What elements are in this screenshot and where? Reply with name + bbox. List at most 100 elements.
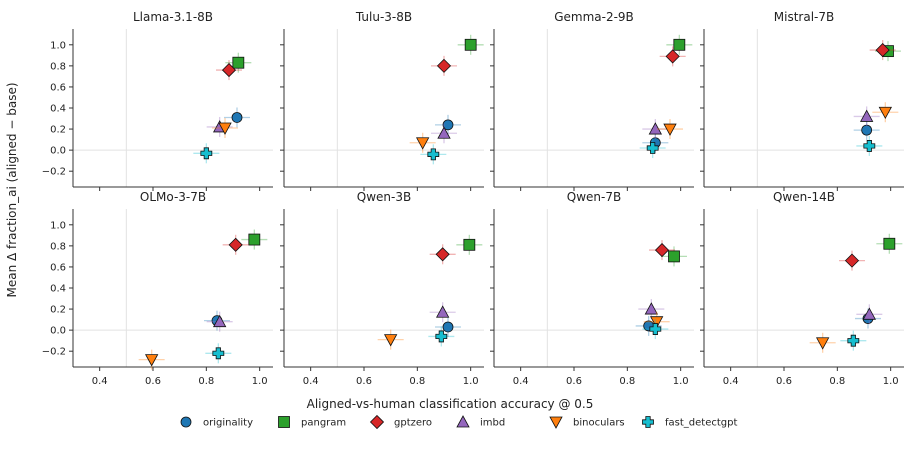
legend-item-gptzero: gptzero [369,414,432,430]
panel-title: Mistral-7B [774,10,834,24]
point-gptzero [436,58,452,73]
point-pangram [883,237,896,250]
y-tick-label: 0.0 [50,146,66,157]
x-tick-label: 0.4 [92,376,108,387]
x-axis-label: Aligned-vs-human classification accuracy… [307,397,594,411]
panel: Qwen-14B 0.4 0.6 0.8 1.0 [700,190,904,387]
y-tick-label: 1.0 [50,40,66,51]
y-tick-label: 0.2 [50,305,66,316]
panel: Qwen-7B 0.4 0.6 0.8 1.0 [490,190,694,387]
point-binoculars [415,137,430,150]
x-tick-label: 0.4 [303,376,319,387]
y-tick-label: 0.8 [50,241,66,252]
point-fast_detectgpt [200,147,213,160]
point-imbd [644,302,659,315]
x-tick-label: 0.8 [198,376,214,387]
legend-item-binoculars: binoculars [549,416,625,429]
point-fast_detectgpt [649,323,662,335]
x-tick-label: 0.6 [356,376,372,387]
y-tick-label: 0.6 [50,262,66,273]
point-gptzero [221,63,237,78]
legend-marker-imbd [456,415,470,428]
y-tick-label: −0.2 [42,347,66,358]
legend-item-fast_detectgpt: fast_detectgpt [642,416,737,429]
legend-item-imbd: imbd [456,415,505,429]
legend-item-originality: originality [180,416,253,429]
point-fast_detectgpt [646,142,659,154]
panel: Gemma-2-9B [490,10,694,191]
point-originality [442,321,454,333]
point-pangram [232,56,245,69]
point-imbd [212,314,227,328]
point-pangram [248,233,261,246]
point-fast_detectgpt [435,330,448,343]
panel: Llama-3.1-8B −0.2 0.0 0.2 0.4 0.6 0.8 1.0 [42,10,273,191]
point-imbd [437,126,451,139]
x-tick-label: 0.6 [776,376,792,387]
point-gptzero [875,43,890,58]
x-tick-label: 0.6 [145,376,161,387]
y-tick-label: 0.8 [50,61,66,72]
point-pangram [463,238,476,251]
legend-marker-gptzero [369,414,385,430]
x-tick-label: 0.8 [829,376,845,387]
panel-title: Qwen-14B [773,190,835,204]
point-pangram [464,38,477,51]
point-gptzero [228,237,243,252]
y-axis-label: Mean Δ fraction_ai (aligned − base) [5,82,19,297]
point-fast_detectgpt [427,148,440,161]
point-originality [861,124,873,136]
point-fast_detectgpt [863,140,876,152]
point-binoculars [218,122,232,135]
point-imbd [859,109,874,122]
panel-title: Tulu-3-8B [355,10,412,24]
y-tick-label: −0.2 [42,167,66,178]
legend-marker-binoculars [549,416,563,429]
panel-title: Qwen-7B [567,190,621,204]
panel-title: OLMo-3-7B [140,190,206,204]
x-tick-label: 0.4 [723,376,739,387]
point-binoculars [663,123,677,136]
point-binoculars [815,337,830,350]
x-tick-label: 1.0 [673,376,689,387]
point-gptzero [844,253,860,268]
x-tick-label: 0.6 [566,376,582,387]
y-tick-label: 0.4 [50,104,66,115]
y-tick-label: 0.4 [50,284,66,295]
panel: OLMo-3-7B −0.2 0.0 0.2 0.4 0.6 0.8 1.0 0.4 0.6 0.8… [42,190,273,387]
point-originality [442,119,454,131]
point-fast_detectgpt [212,347,225,360]
panel-title: Qwen-3B [357,190,411,204]
point-imbd [435,305,450,318]
y-tick-label: 0.2 [50,125,66,136]
point-binoculars [383,334,398,347]
legend-label: gptzero [394,418,432,429]
y-tick-label: 0.0 [50,326,66,337]
panel-title: Gemma-2-9B [554,10,634,24]
legend-marker-pangram [278,416,290,428]
x-tick-label: 0.4 [513,376,529,387]
point-fast_detectgpt [847,334,860,347]
x-tick-label: 0.8 [619,376,635,387]
x-tick-label: 1.0 [252,376,268,387]
legend-item-pangram: pangram [278,416,346,429]
panels: Llama-3.1-8B −0.2 0.0 0.2 0.4 0.6 0.8 1.0 Tulu-3… [42,10,904,387]
point-imbd [862,307,877,320]
panel-title: Llama-3.1-8B [133,10,213,24]
point-imbd [648,122,663,135]
point-binoculars [649,316,664,329]
x-tick-label: 1.0 [463,376,479,387]
y-tick-label: 0.6 [50,82,66,93]
point-originality [231,112,243,123]
legend-marker-originality [180,416,192,428]
legend-label: imbd [480,418,505,429]
point-gptzero [665,49,680,64]
point-gptzero [435,247,450,262]
x-tick-label: 0.8 [409,376,425,387]
legend-label: fast_detectgpt [665,418,737,429]
point-pangram [673,38,686,51]
x-tick-label: 1.0 [883,376,899,387]
legend-label: binoculars [573,418,625,429]
point-binoculars [878,106,893,120]
legend-marker-fast_detectgpt [642,416,654,428]
